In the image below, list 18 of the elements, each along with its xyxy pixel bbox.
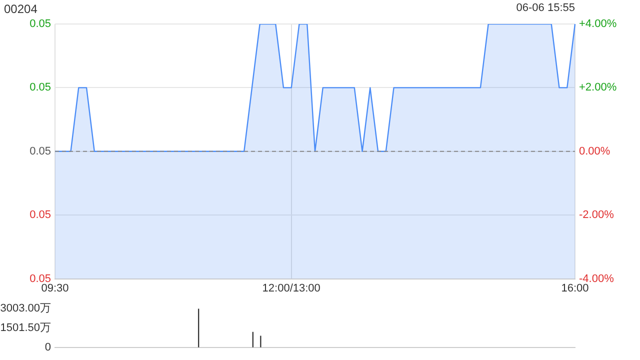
y-tick-label: 0.05 <box>30 209 51 222</box>
y-tick-label: 3003.00万 <box>0 302 51 315</box>
text: 06-06 15:55 <box>516 2 575 14</box>
x-tick-label: 16:00 <box>561 282 589 294</box>
y2-tick-label: 0.00% <box>579 145 610 158</box>
y2-tick-label: +4.00% <box>579 18 617 30</box>
y-tick-label: 0.05 <box>30 145 51 158</box>
chart-title: 00204 <box>4 2 38 16</box>
y-tick-label: 1501.50万 <box>0 322 51 334</box>
y2-tick-label: -4.00% <box>579 272 614 285</box>
y-tick-label: 0.05 <box>30 272 51 285</box>
y2-tick-label: +2.00% <box>579 82 617 94</box>
x-tick-label: 12:00/13:00 <box>262 282 320 294</box>
y2-tick-label: -2.00% <box>579 209 614 222</box>
x-tick-label: 09:30 <box>41 282 69 294</box>
y-tick-label: 0 <box>44 341 51 354</box>
y-tick-label: 0.05 <box>30 82 51 94</box>
y-tick-label: 0.05 <box>30 18 51 30</box>
